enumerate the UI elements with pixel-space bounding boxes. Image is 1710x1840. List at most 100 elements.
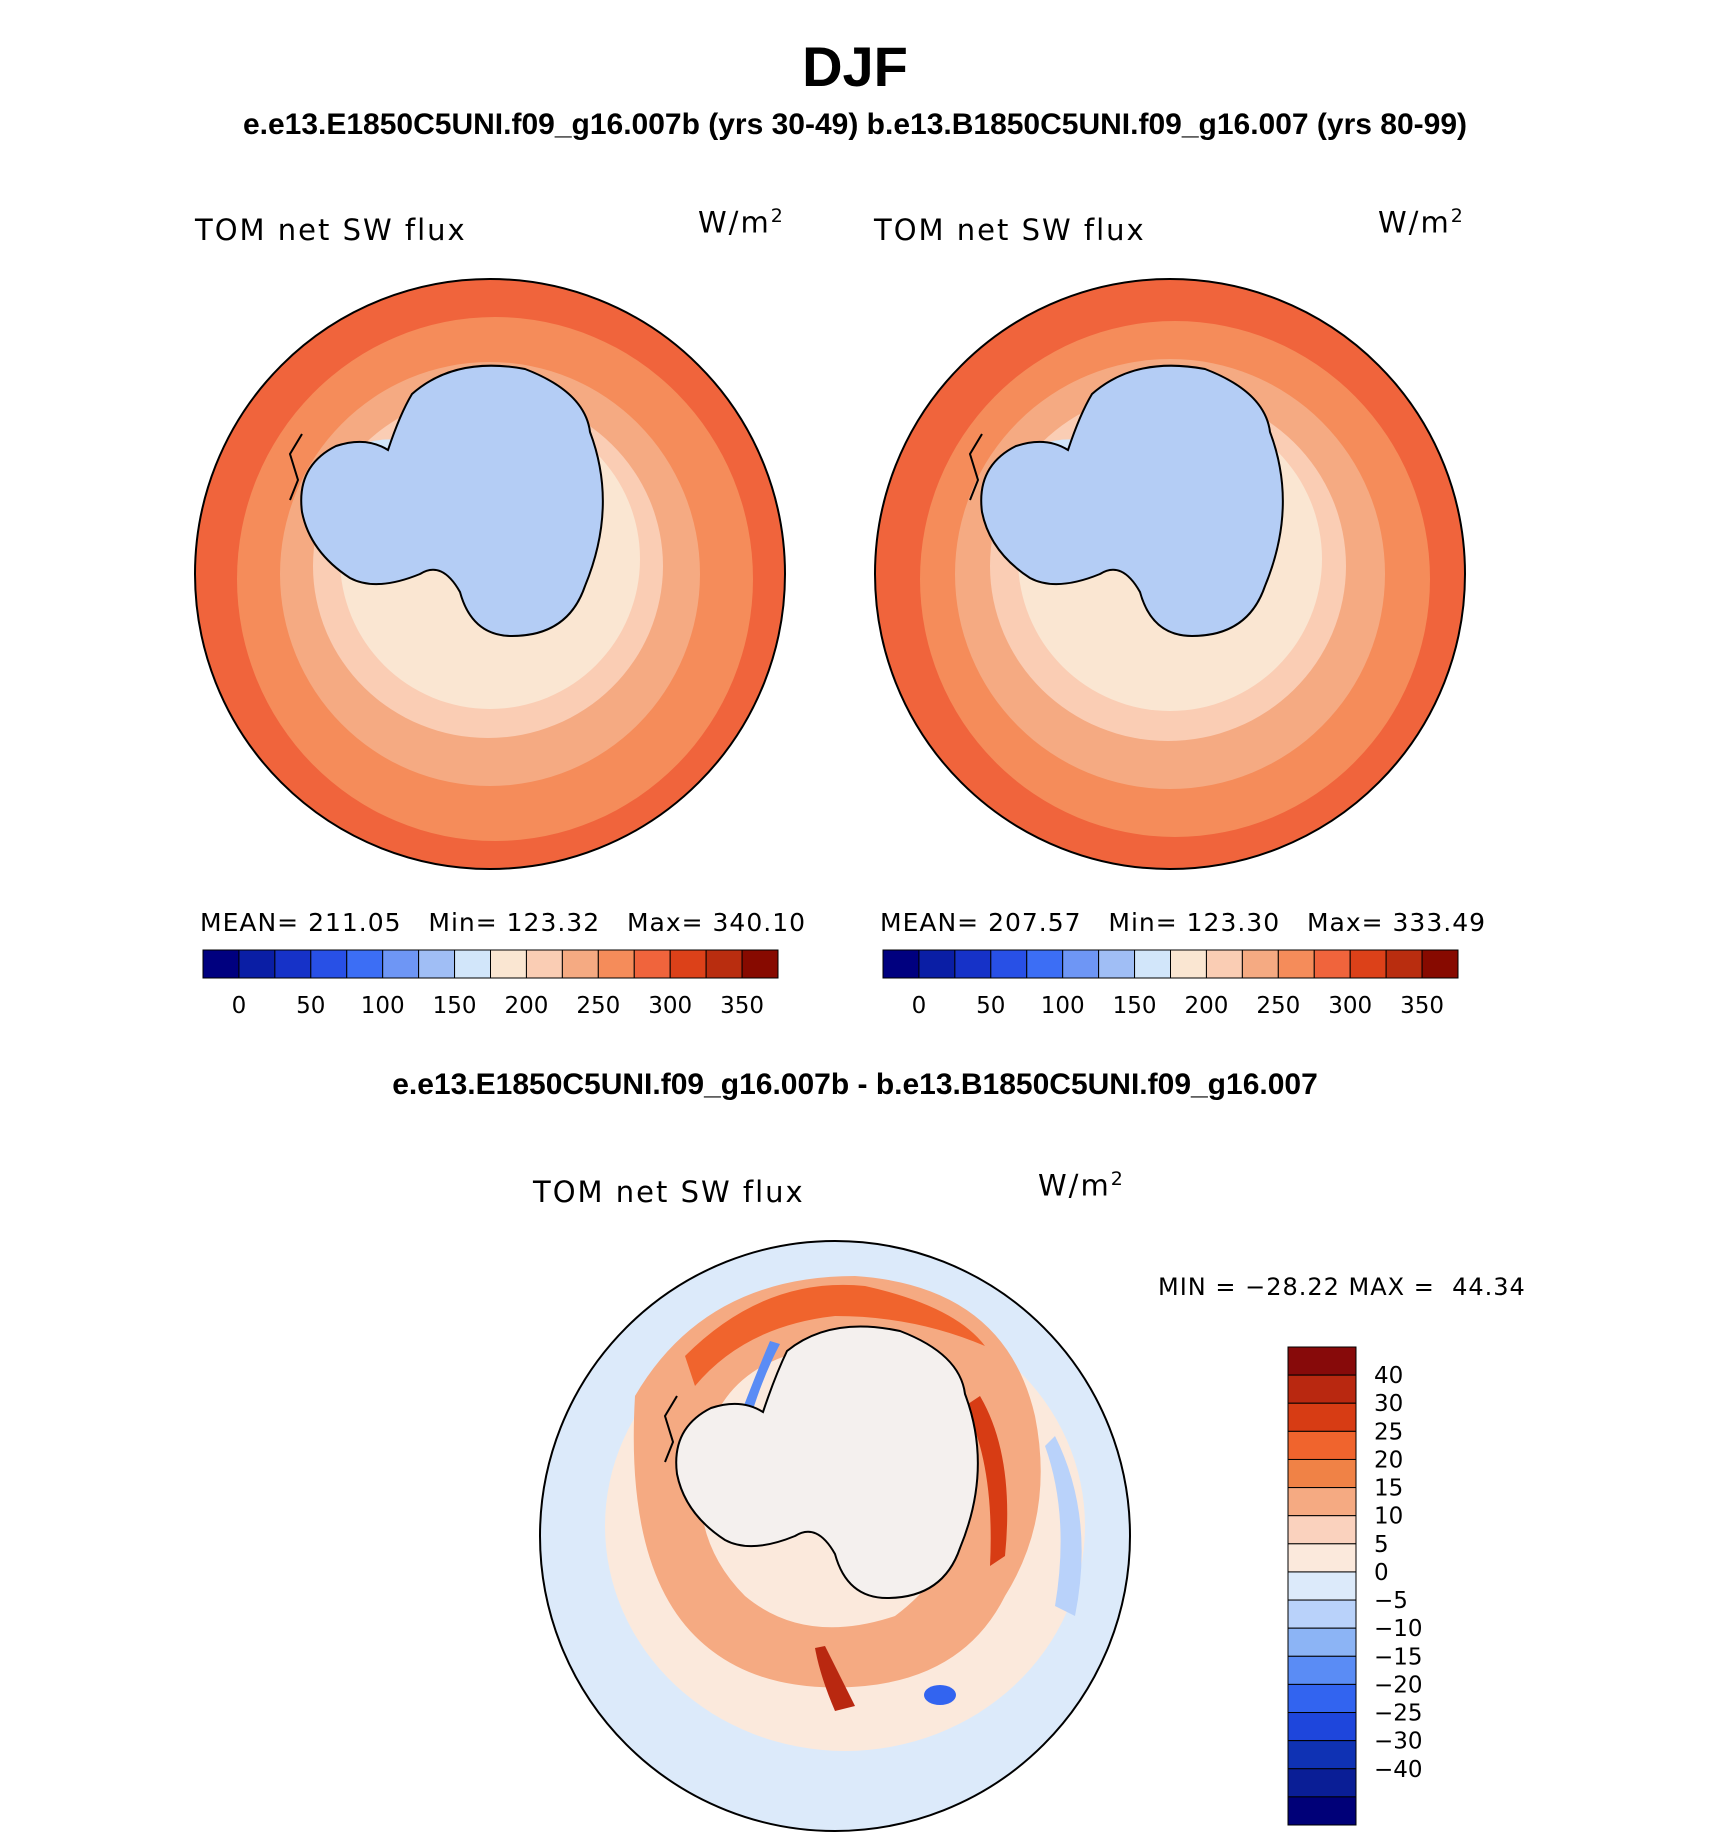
colorbar-diff-swatch [1287, 1458, 1357, 1489]
map-panel-1 [194, 278, 786, 870]
colorbar1-swatch [597, 949, 635, 979]
colorbar-diff-tick-label: −10 [1374, 1616, 1423, 1642]
difference-title: e.e13.E1850C5UNI.f09_g16.007b - b.e13.B1… [392, 1068, 1318, 1101]
colorbar2-swatch [1098, 949, 1136, 979]
colorbar2-swatch [954, 949, 992, 979]
map2-peninsula-coast [968, 433, 983, 501]
map1-antarctica [300, 364, 604, 638]
colorbar2-swatch [1205, 949, 1243, 979]
panel1-label: TOM net SW flux [195, 213, 467, 247]
diff-east-neg [1045, 1436, 1082, 1616]
colorbar-diff-tick-label: −15 [1374, 1644, 1423, 1670]
panel2-label: TOM net SW flux [874, 213, 1146, 247]
colorbar1-swatch [669, 949, 707, 979]
panel2-units: W/m2 [1378, 205, 1465, 240]
colorbar-diff-tick-label: −5 [1374, 1588, 1408, 1614]
diff-neg-blob-1 [924, 1685, 956, 1705]
colorbar-diff-tick-label: −25 [1374, 1701, 1423, 1727]
colorbar2-swatch [1385, 949, 1423, 979]
colorbar-diff-tick-label: 40 [1374, 1363, 1403, 1389]
colorbar1-swatch [741, 949, 779, 979]
colorbar-diff-tick-label: −40 [1374, 1757, 1423, 1783]
colorbar2-swatch [990, 949, 1028, 979]
colorbar-diff-swatch [1287, 1740, 1357, 1770]
colorbar-diff-swatch [1287, 1487, 1357, 1517]
diff-panel-units: W/m2 [1038, 1168, 1125, 1203]
colorbar-diff-tick-label: −20 [1374, 1672, 1423, 1698]
colorbar2-swatch [1421, 949, 1459, 979]
colorbar-2: 0 50 100 150 200 250 300 350 [882, 949, 1459, 1019]
colorbar1-tick-label: 300 [648, 993, 692, 1019]
colorbar1-tick-label: 150 [433, 993, 477, 1019]
colorbar1-swatch [418, 949, 456, 979]
colorbar-diff-swatch [1287, 1430, 1357, 1460]
colorbar-diff-swatch [1287, 1768, 1357, 1798]
colorbar2-tick-label: 150 [1113, 993, 1157, 1019]
colorbar-diff-swatch [1287, 1543, 1357, 1573]
cases-subtitle: e.e13.E1850C5UNI.f09_g16.007b (yrs 30-49… [242, 108, 1468, 141]
colorbar-diff-swatch [1287, 1683, 1357, 1714]
colorbar-diff-tick-label: 0 [1374, 1560, 1389, 1586]
colorbar1-tick-label: 100 [361, 993, 405, 1019]
map2-frame [874, 278, 1466, 870]
diff-east-max [965, 1396, 1008, 1566]
map1-peninsula-coast [288, 433, 303, 501]
colorbar2-swatch [1026, 949, 1064, 979]
colorbar1-swatch [202, 949, 240, 979]
map1-frame [194, 278, 786, 870]
colorbar1-tick-label: 200 [504, 993, 548, 1019]
diff-south-max [815, 1646, 855, 1711]
colorbar-1: 0 50 100 150 200 250 300 350 [202, 949, 779, 1019]
colorbar2-swatch [1062, 949, 1100, 979]
colorbar1-swatch [633, 949, 671, 979]
colorbar-diff-swatch [1287, 1374, 1357, 1404]
colorbar2-swatch [1134, 949, 1171, 979]
colorbar-diff-tick-label: 15 [1374, 1476, 1403, 1502]
colorbar1-swatch [705, 949, 743, 979]
colorbar2-tick-label: 200 [1184, 993, 1228, 1019]
colorbar-diff-tick-label: −30 [1374, 1729, 1423, 1755]
diff-frame [539, 1240, 1131, 1832]
colorbar2-swatch [1277, 949, 1315, 979]
colorbar2-tick-label: 300 [1328, 993, 1372, 1019]
colorbar2-swatch [1241, 949, 1279, 979]
colorbar1-swatch [382, 949, 420, 979]
diff-neg-blob-2 [740, 1341, 780, 1419]
colorbar-diff-tick-label: 25 [1374, 1419, 1403, 1445]
colorbar-diff-tick-label: 30 [1374, 1391, 1403, 1417]
colorbar2-swatch [1349, 949, 1387, 979]
colorbar2-swatch [918, 949, 956, 979]
colorbar1-swatch [238, 949, 276, 979]
diff-minmax: MIN = −28.22 MAX = 44.34 [1158, 1273, 1526, 1301]
colorbar1-swatch [454, 949, 491, 979]
diff-panel-label: TOM net SW flux [533, 1175, 805, 1209]
colorbar1-swatch [310, 949, 348, 979]
map-panel-2 [874, 278, 1466, 870]
colorbar2-tick-label: 0 [912, 993, 927, 1019]
map2-antarctica [980, 364, 1284, 638]
colorbar2-swatch [1313, 949, 1351, 979]
colorbar1-swatch [525, 949, 563, 979]
colorbar2-tick-label: 100 [1041, 993, 1085, 1019]
page-title: DJF [802, 35, 908, 98]
colorbar2-swatch [882, 949, 920, 979]
colorbar-diff-swatch [1287, 1599, 1357, 1629]
colorbar-diff-swatch [1287, 1796, 1357, 1826]
map-panel-diff [539, 1240, 1131, 1832]
colorbar-diff-tick-label: 10 [1374, 1504, 1403, 1530]
colorbar1-tick-label: 0 [232, 993, 247, 1019]
colorbar-diff-swatch [1287, 1346, 1357, 1376]
colorbar1-tick-label: 350 [720, 993, 764, 1019]
colorbar2-tick-label: 50 [976, 993, 1005, 1019]
diff-antarctica [675, 1325, 979, 1600]
panel2-stats: MEAN= 207.57 Min= 123.30 Max= 333.49 [880, 908, 1487, 937]
diff-peninsula-coast [663, 1395, 678, 1463]
colorbar-diff-swatch [1287, 1627, 1357, 1657]
diff-north-max [685, 1284, 985, 1386]
colorbar1-tick-label: 250 [576, 993, 620, 1019]
colorbar-diff-swatch [1287, 1515, 1357, 1545]
colorbar-diff-swatch [1287, 1655, 1357, 1685]
colorbar2-swatch [1170, 949, 1207, 979]
colorbar-diff-tick-label: 20 [1374, 1447, 1403, 1473]
